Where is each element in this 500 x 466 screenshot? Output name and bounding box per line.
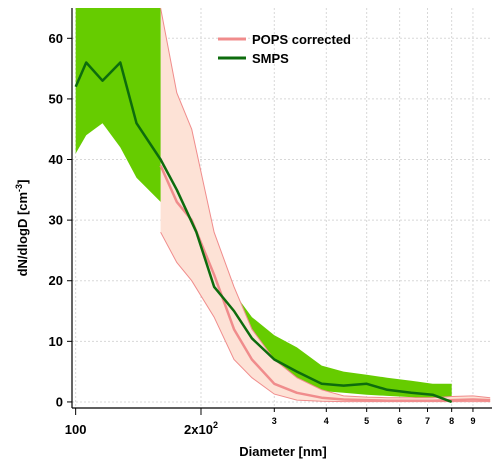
uncertainty-bands: [75, 7, 491, 403]
y-axis-title-close: ]: [15, 180, 30, 184]
x-minor-tick-label: 6: [397, 416, 402, 426]
series-lines: [74, 61, 491, 404]
x-major-tick-label: 2x102: [184, 420, 218, 437]
y-axis-title: dN/dlogD [cm-3]: [14, 180, 30, 277]
y-axis-title-main: dN/dlogD [cm: [15, 192, 30, 277]
legend-label-pops-corrected: POPS corrected: [252, 32, 351, 47]
x-axis-title: Diameter [nm]: [239, 444, 326, 459]
x-major-tick-label: 100: [65, 422, 87, 437]
x-minor-tick-label: 7: [425, 416, 430, 426]
axes: 0 10 20 30 40 50 60 100 2x102 3 4 5 6 7 8 9: [49, 8, 492, 437]
y-axis-title-superscript: -3: [14, 184, 24, 192]
y-tick-label: 30: [49, 213, 63, 228]
x-minor-tick-label: 8: [449, 416, 454, 426]
y-tick-label: 50: [49, 91, 63, 106]
y-tick-label: 20: [49, 273, 63, 288]
legend: POPS corrected SMPS: [218, 32, 351, 66]
y-tick-label: 10: [49, 334, 63, 349]
x-minor-tick-label: 5: [364, 416, 369, 426]
legend-label-smps: SMPS: [252, 51, 289, 66]
y-tick-label: 40: [49, 152, 63, 167]
y-tick-label: 60: [49, 31, 63, 46]
line-pops-corrected: [159, 165, 491, 402]
band-pops-corrected: [160, 8, 491, 402]
line-smps: [74, 61, 453, 404]
x-major-tick-superscript: 2: [213, 420, 218, 430]
x-minor-tick-label: 3: [272, 416, 277, 426]
band-upper-pops-corrected: [160, 7, 491, 399]
y-tick-label: 0: [56, 394, 63, 409]
x-minor-tick-label: 4: [324, 416, 329, 426]
x-minor-tick-label: 9: [470, 416, 475, 426]
